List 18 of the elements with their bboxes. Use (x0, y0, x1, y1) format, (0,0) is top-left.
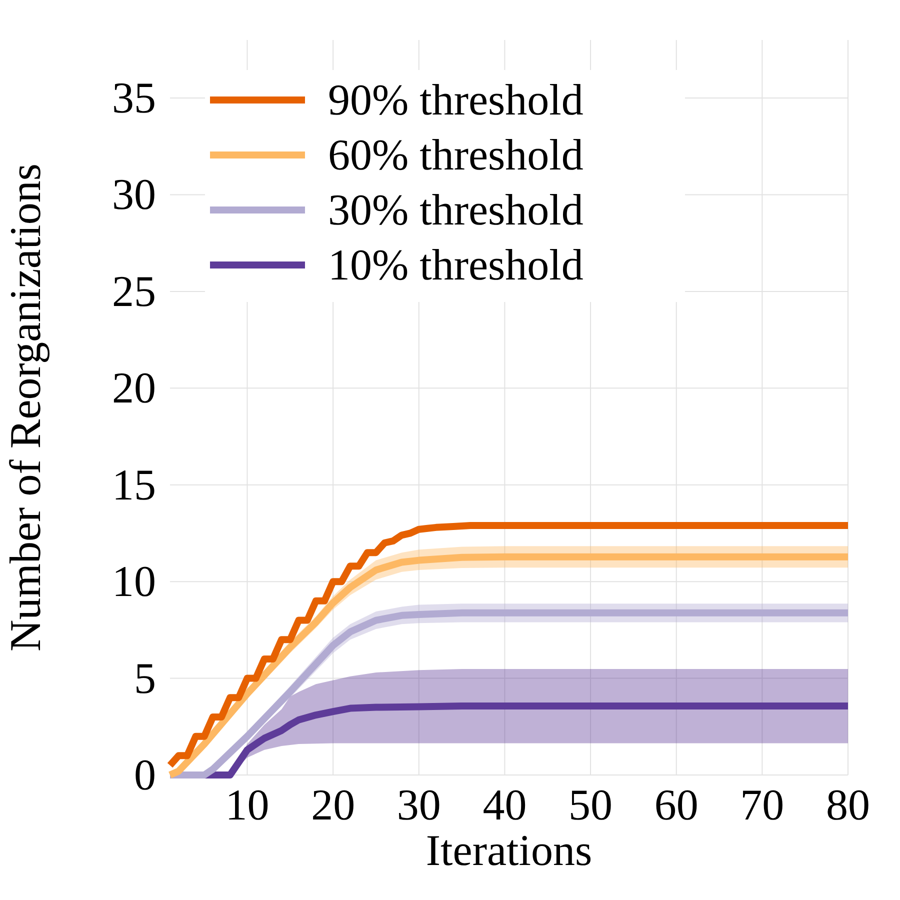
x-tick-label: 60 (654, 780, 698, 830)
x-tick-label: 10 (225, 780, 270, 830)
y-tick-label: 20 (112, 364, 156, 413)
legend-label: 30% threshold (328, 186, 584, 234)
y-tick-label: 30 (112, 170, 156, 220)
legend-label: 90% threshold (328, 76, 584, 124)
legend-label: 60% threshold (328, 130, 584, 180)
y-tick-label: 0 (134, 750, 156, 800)
y-tick-label: 5 (134, 654, 156, 703)
x-tick-label: 80 (826, 780, 870, 830)
y-tick-label: 10 (112, 557, 156, 606)
x-tick-label: 20 (311, 780, 356, 830)
y-tick-label: 35 (112, 74, 156, 123)
y-tick-label: 25 (112, 266, 156, 316)
y-tick-label: 15 (112, 460, 156, 510)
legend-label: 10% threshold (328, 240, 584, 290)
y-axis-title: Number of Reorganizations (1, 164, 50, 652)
x-tick-label: 70 (740, 780, 784, 830)
